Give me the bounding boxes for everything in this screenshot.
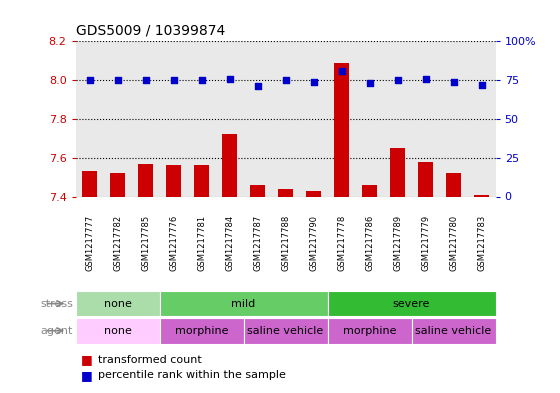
Bar [362, 185, 377, 196]
Bar [474, 195, 489, 196]
Bar [384, 41, 412, 196]
Text: GSM1217776: GSM1217776 [169, 215, 178, 271]
Point [281, 77, 290, 83]
Text: morphine: morphine [175, 326, 228, 336]
Point [449, 79, 458, 85]
Text: GSM1217779: GSM1217779 [421, 215, 430, 271]
Bar [328, 41, 356, 196]
Text: percentile rank within the sample: percentile rank within the sample [98, 370, 286, 380]
Bar [194, 165, 209, 196]
Text: transformed count: transformed count [98, 354, 202, 365]
Bar [468, 41, 496, 196]
Point [421, 75, 430, 82]
Text: GSM1217784: GSM1217784 [225, 215, 234, 271]
Bar [390, 148, 405, 196]
Text: GSM1217782: GSM1217782 [113, 215, 122, 271]
Bar [110, 173, 125, 196]
Point [197, 77, 206, 83]
Text: GSM1217778: GSM1217778 [337, 215, 346, 271]
Bar [82, 171, 97, 196]
Text: saline vehicle: saline vehicle [416, 326, 492, 336]
Bar [412, 41, 440, 196]
Bar [104, 41, 132, 196]
Bar [188, 41, 216, 196]
Text: none: none [104, 326, 132, 336]
Text: stress: stress [40, 299, 73, 309]
Text: ■: ■ [81, 369, 93, 382]
Text: saline vehicle: saline vehicle [248, 326, 324, 336]
Bar [132, 41, 160, 196]
Bar [272, 41, 300, 196]
Text: mild: mild [231, 299, 256, 309]
Bar [250, 185, 265, 196]
Point [309, 79, 318, 85]
Bar [306, 191, 321, 196]
Point [141, 77, 150, 83]
Text: GSM1217787: GSM1217787 [253, 215, 262, 271]
Point [337, 68, 346, 74]
Text: GSM1217777: GSM1217777 [85, 215, 94, 271]
Bar [216, 41, 244, 196]
Point [253, 83, 262, 90]
Bar [244, 41, 272, 196]
Point [113, 77, 122, 83]
Bar [418, 162, 433, 196]
Bar [222, 134, 237, 196]
Bar [278, 189, 293, 196]
Text: GSM1217785: GSM1217785 [141, 215, 150, 271]
Text: none: none [104, 299, 132, 309]
Text: GSM1217781: GSM1217781 [197, 215, 206, 271]
Point [85, 77, 94, 83]
Point [477, 82, 486, 88]
Bar [356, 41, 384, 196]
Text: GSM1217780: GSM1217780 [449, 215, 458, 271]
Text: GSM1217789: GSM1217789 [393, 215, 402, 271]
Point [365, 80, 374, 86]
Bar [76, 41, 104, 196]
Text: GSM1217788: GSM1217788 [281, 215, 290, 271]
Bar [300, 41, 328, 196]
Text: severe: severe [393, 299, 430, 309]
Text: agent: agent [40, 326, 73, 336]
Text: morphine: morphine [343, 326, 396, 336]
Bar [160, 41, 188, 196]
Text: ■: ■ [81, 353, 93, 366]
Bar [166, 165, 181, 196]
Text: GSM1217783: GSM1217783 [477, 215, 486, 271]
Point [393, 77, 402, 83]
Text: GSM1217790: GSM1217790 [309, 215, 318, 271]
Bar [138, 163, 153, 196]
Bar [440, 41, 468, 196]
Text: GSM1217786: GSM1217786 [365, 215, 374, 271]
Bar [334, 62, 349, 196]
Point [225, 75, 234, 82]
Text: GDS5009 / 10399874: GDS5009 / 10399874 [76, 23, 225, 37]
Point [169, 77, 178, 83]
Bar [446, 173, 461, 196]
